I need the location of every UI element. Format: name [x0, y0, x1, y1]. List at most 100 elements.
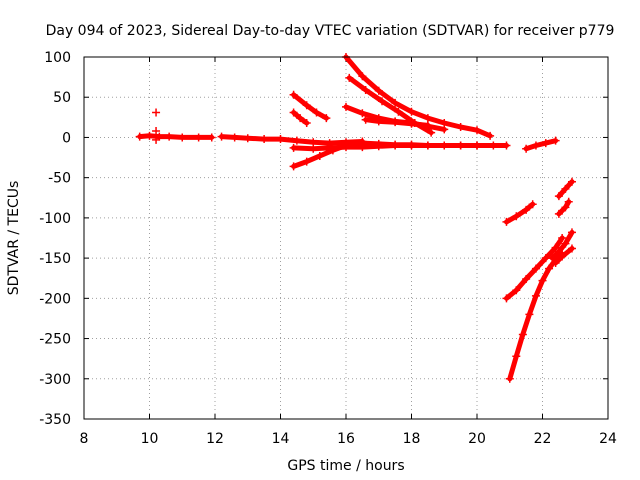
- data-point: [407, 107, 416, 116]
- data-point: [358, 72, 367, 81]
- data-point: [522, 144, 531, 153]
- data-point: [558, 252, 567, 261]
- data-point: [328, 146, 337, 155]
- series-arc-6: [289, 90, 331, 123]
- data-point: [567, 228, 576, 237]
- ticks-layer: 8 10 12 14 16 18 20 22 24 100 50 0 -50 -100 -150 -200 -2…: [39, 50, 617, 447]
- data-point: [342, 102, 350, 111]
- series-path: [549, 229, 575, 261]
- x-tick-label: 14: [272, 431, 290, 447]
- data-point: [567, 244, 576, 253]
- data-point: [561, 203, 570, 212]
- y-tick-label: -250: [39, 332, 71, 348]
- series-arc-7: [289, 108, 311, 127]
- series-arc-5: [289, 139, 364, 171]
- x-tick-label: 18: [403, 431, 421, 447]
- data-point: [423, 114, 432, 123]
- data-point: [292, 136, 301, 145]
- y-tick-label: -50: [48, 171, 71, 187]
- data-point: [407, 119, 416, 128]
- y-tick-label: -350: [39, 412, 71, 428]
- series-layer: [135, 53, 576, 383]
- data-point: [309, 144, 318, 153]
- data-point: [152, 135, 161, 144]
- grid-layer: [84, 57, 608, 419]
- x-tick-label: 8: [80, 431, 89, 447]
- data-point: [289, 90, 298, 99]
- isolated-points: [152, 108, 161, 144]
- data-point: [152, 127, 161, 136]
- series-arc-4: [358, 139, 481, 150]
- y-tick-label: -150: [39, 251, 71, 267]
- data-point: [276, 135, 285, 144]
- data-point: [564, 197, 573, 206]
- data-point: [145, 131, 154, 140]
- data-point: [512, 286, 521, 295]
- data-point: [302, 101, 311, 110]
- data-point: [345, 73, 354, 82]
- y-tick-label: 50: [53, 90, 71, 106]
- x-tick-label: 22: [534, 431, 552, 447]
- data-point: [427, 128, 436, 137]
- data-point: [531, 141, 540, 150]
- chart-title: Day 094 of 2023, Sidereal Day-to-day VTE…: [46, 23, 615, 39]
- data-point: [378, 97, 387, 106]
- data-point: [502, 141, 511, 150]
- data-point: [322, 114, 331, 123]
- series-path: [219, 134, 365, 146]
- data-point: [558, 234, 567, 242]
- data-point: [554, 192, 563, 201]
- series-arc-8: [342, 53, 495, 140]
- data-point: [551, 258, 560, 267]
- series-arc-17: [551, 244, 576, 267]
- data-point: [561, 239, 570, 248]
- series-arc-12: [522, 136, 560, 153]
- data-point: [518, 330, 527, 339]
- data-point: [407, 140, 416, 149]
- data-point: [423, 141, 432, 150]
- data-point: [528, 200, 537, 209]
- data-point: [531, 264, 540, 273]
- x-tick-label: 16: [337, 431, 355, 447]
- y-tick-label: -100: [39, 211, 71, 227]
- series-path: [343, 54, 493, 139]
- series-arc-16: [548, 228, 576, 263]
- series-path: [523, 138, 559, 152]
- series-path: [504, 201, 536, 225]
- series-arc-11: [361, 115, 432, 130]
- series-arc-13: [502, 200, 537, 226]
- series-path: [507, 251, 565, 382]
- data-point: [551, 136, 560, 145]
- series-arc-1: [135, 131, 216, 142]
- data-point: [289, 162, 298, 171]
- series-arc-19: [554, 197, 573, 218]
- data-point: [512, 212, 521, 221]
- data-point: [289, 108, 298, 117]
- y-tick-label: 0: [62, 130, 71, 146]
- y-tick-label: 100: [44, 50, 71, 66]
- data-point: [289, 143, 298, 152]
- series-arc-18: [554, 177, 576, 201]
- data-point: [525, 310, 534, 319]
- data-point: [423, 121, 432, 130]
- data-point: [194, 133, 203, 142]
- data-point: [440, 125, 449, 134]
- data-point: [296, 114, 305, 123]
- data-point: [358, 109, 367, 118]
- data-point: [554, 209, 563, 218]
- y-tick-label: -300: [39, 372, 71, 388]
- data-point: [355, 139, 364, 148]
- series-path: [291, 92, 329, 121]
- data-point: [522, 205, 531, 214]
- data-point: [502, 294, 511, 303]
- y-axis-label: SDTVAR / TECUs: [6, 181, 22, 296]
- data-point: [312, 108, 321, 117]
- plot-frame: [83, 56, 609, 420]
- data-point: [505, 374, 514, 383]
- x-tick-label: 10: [141, 431, 159, 447]
- data-point: [302, 118, 311, 127]
- data-point: [342, 141, 350, 150]
- data-point: [522, 275, 531, 284]
- data-point: [217, 132, 226, 141]
